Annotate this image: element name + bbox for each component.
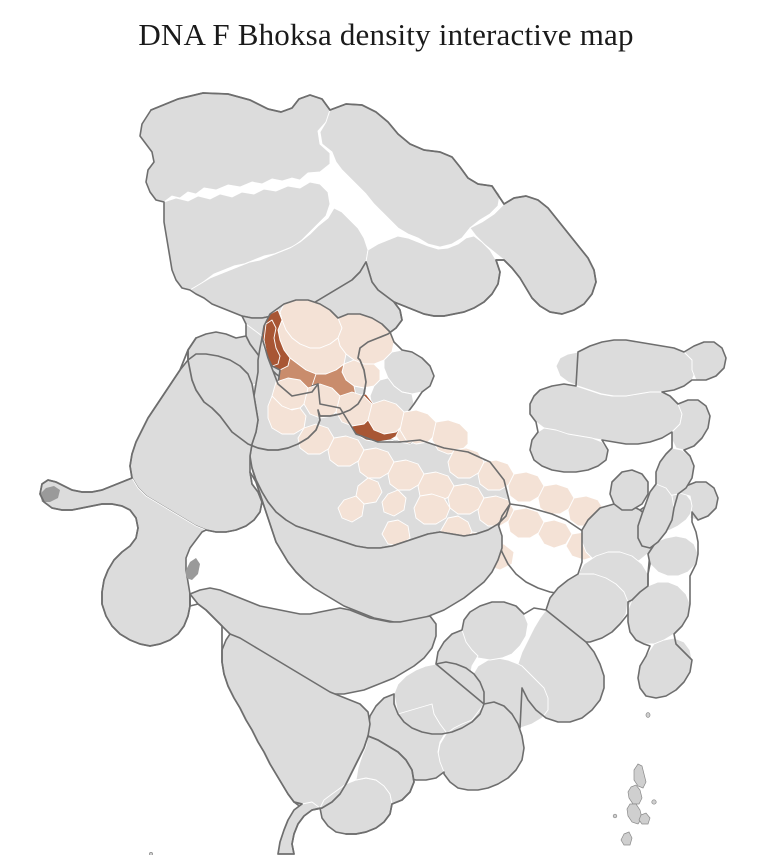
district-rae-bareli: [507, 507, 545, 539]
district-kanpur: [413, 493, 451, 525]
district-agra: [337, 495, 365, 523]
state-group-jammu-kashmir-ladakh[interactable]: [139, 92, 597, 319]
district-muzaffarnagar: [267, 395, 307, 435]
district-bareilly: [399, 409, 437, 445]
district-bahraich: [507, 471, 545, 503]
state-group-bihar-jharkhand[interactable]: [545, 503, 657, 643]
district-etawah: [381, 489, 407, 517]
state-group-uttarakhand[interactable]: [261, 299, 435, 445]
india-choropleth-map[interactable]: [0, 52, 772, 855]
district-etah: [387, 459, 425, 491]
map-canvas[interactable]: [0, 52, 772, 855]
district-sultanpur: [537, 519, 573, 549]
state-group-west-bengal-sikkim[interactable]: [627, 481, 719, 699]
district-bulandshahr: [327, 435, 365, 467]
district-mathura: [355, 477, 383, 505]
district-gonda: [537, 483, 575, 515]
state-group-telangana-andhra[interactable]: [367, 661, 525, 791]
state-group-northeast[interactable]: [529, 339, 727, 549]
district-hardoi: [447, 483, 485, 515]
island-group-lakshadweep[interactable]: [149, 852, 191, 855]
map-base-layer: [39, 92, 727, 855]
page-title: DNA F Bhoksa density interactive map: [138, 17, 634, 52]
district-lucknow: [477, 495, 515, 527]
island-group-andaman-nicobar[interactable]: [612, 712, 680, 855]
district-aligarh: [357, 447, 395, 479]
